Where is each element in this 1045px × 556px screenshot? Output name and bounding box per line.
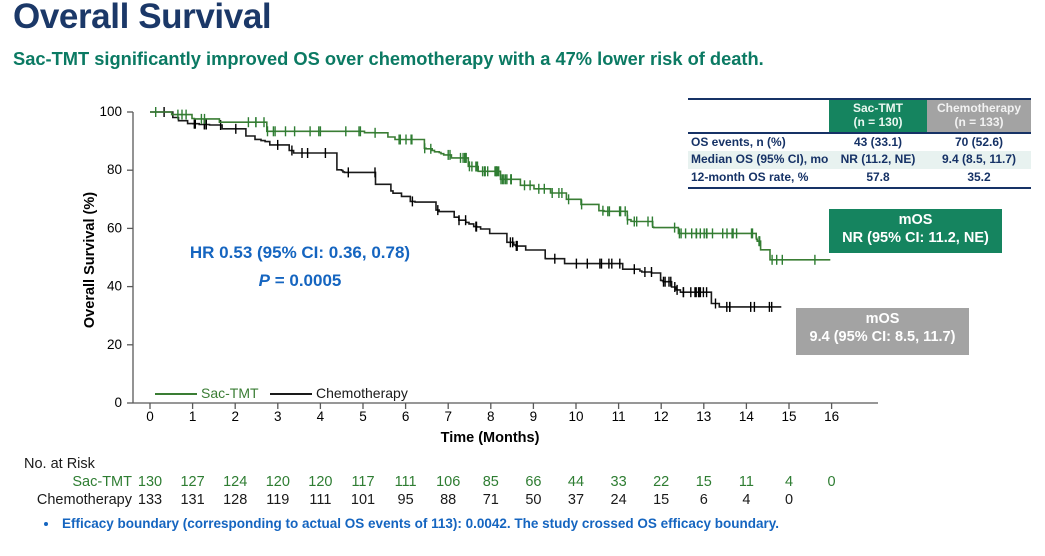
svg-text:14: 14 [739,409,755,424]
svg-text:16: 16 [824,409,839,424]
svg-text:12: 12 [654,409,669,424]
svg-text:11: 11 [612,409,626,424]
svg-text:Time (Months): Time (Months) [441,430,540,446]
svg-text:0: 0 [114,395,122,410]
svg-text:P = 0.0005: P = 0.0005 [259,271,342,290]
svg-text:HR 0.53 (95% CI: 0.36, 0.78): HR 0.53 (95% CI: 0.36, 0.78) [190,243,410,262]
svg-text:6: 6 [402,409,410,424]
svg-text:15: 15 [781,409,796,424]
svg-text:10: 10 [568,409,583,424]
svg-text:20: 20 [107,337,122,352]
svg-text:13: 13 [696,409,711,424]
svg-text:2: 2 [231,409,239,424]
svg-text:3: 3 [274,409,282,424]
svg-text:Overall Survival (%): Overall Survival (%) [82,192,98,328]
svg-text:100: 100 [99,104,122,119]
svg-text:5: 5 [359,409,367,424]
svg-text:1: 1 [189,409,197,424]
svg-text:8: 8 [487,409,495,424]
svg-text:7: 7 [444,409,452,424]
svg-text:Chemotherapy: Chemotherapy [316,385,408,401]
svg-text:40: 40 [107,279,122,294]
svg-text:0: 0 [146,409,154,424]
svg-text:Sac-TMT: Sac-TMT [201,385,259,401]
svg-text:9: 9 [530,409,538,424]
svg-text:60: 60 [107,220,122,235]
svg-text:80: 80 [107,162,122,177]
svg-text:4: 4 [317,409,325,424]
